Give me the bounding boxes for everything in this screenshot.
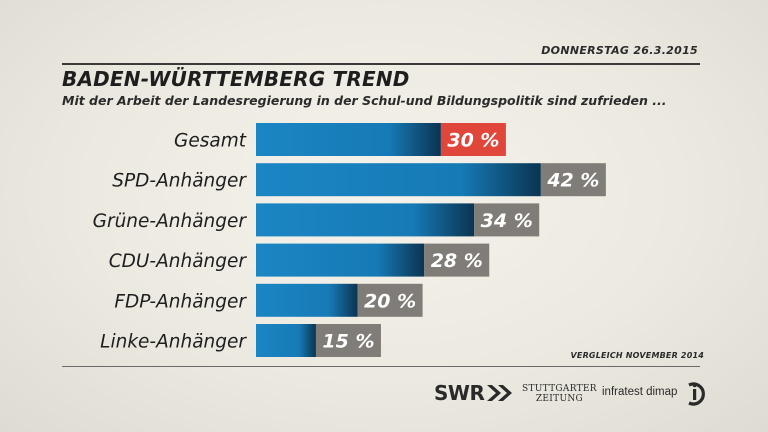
value-box xyxy=(540,163,606,197)
category-label: SPD-Anhänger xyxy=(112,171,247,192)
swr-logo-text: SWR xyxy=(434,381,485,405)
category-label: Grüne-Anhänger xyxy=(93,211,248,232)
stuttgarter-line2: ZEITUNG xyxy=(535,394,584,404)
value-box xyxy=(424,243,490,277)
bar-fdp-anhänger xyxy=(256,283,358,317)
bottom-rule xyxy=(62,366,700,367)
top-rule xyxy=(62,63,700,65)
value-label: 20 % xyxy=(364,290,416,312)
value-box xyxy=(440,123,506,156)
value-box xyxy=(315,324,381,357)
swr-logo: SWR xyxy=(434,381,513,405)
value-label: 15 % xyxy=(322,331,374,353)
date-label: DONNERSTAG 26.3.2015 xyxy=(541,44,698,57)
infratest-logo-icon xyxy=(688,382,705,406)
bar-linke-anhänger xyxy=(256,324,316,357)
bar-gesamt xyxy=(256,123,441,156)
bar-grüne-anhänger xyxy=(256,203,475,237)
value-box xyxy=(357,283,423,317)
value-label: 30 % xyxy=(447,130,499,152)
value-label: 34 % xyxy=(481,210,533,232)
category-label: FDP-Anhänger xyxy=(114,291,247,312)
value-box xyxy=(474,203,540,237)
bar-cdu-anhänger xyxy=(256,243,425,277)
value-label: 28 % xyxy=(431,250,483,272)
bar-spd-anhänger xyxy=(256,163,541,197)
value-label: 42 % xyxy=(546,170,599,192)
page-subtitle: Mit der Arbeit der Landesregierung in de… xyxy=(62,93,667,108)
infratest-logo-text: infratest dimap xyxy=(602,386,678,398)
swr-arrows-icon xyxy=(487,385,513,401)
stuttgarter-zeitung-logo: STUTTGARTER ZEITUNG xyxy=(522,384,597,404)
category-label: Gesamt xyxy=(174,131,247,152)
comparison-note: VERGLEICH NOVEMBER 2014 xyxy=(570,351,704,360)
category-label: CDU-Anhänger xyxy=(109,251,248,272)
page-title: BADEN-WÜRTTEMBERG TREND xyxy=(62,67,410,91)
category-label: Linke-Anhänger xyxy=(100,332,247,353)
stuttgarter-line1: STUTTGARTER xyxy=(522,384,597,394)
